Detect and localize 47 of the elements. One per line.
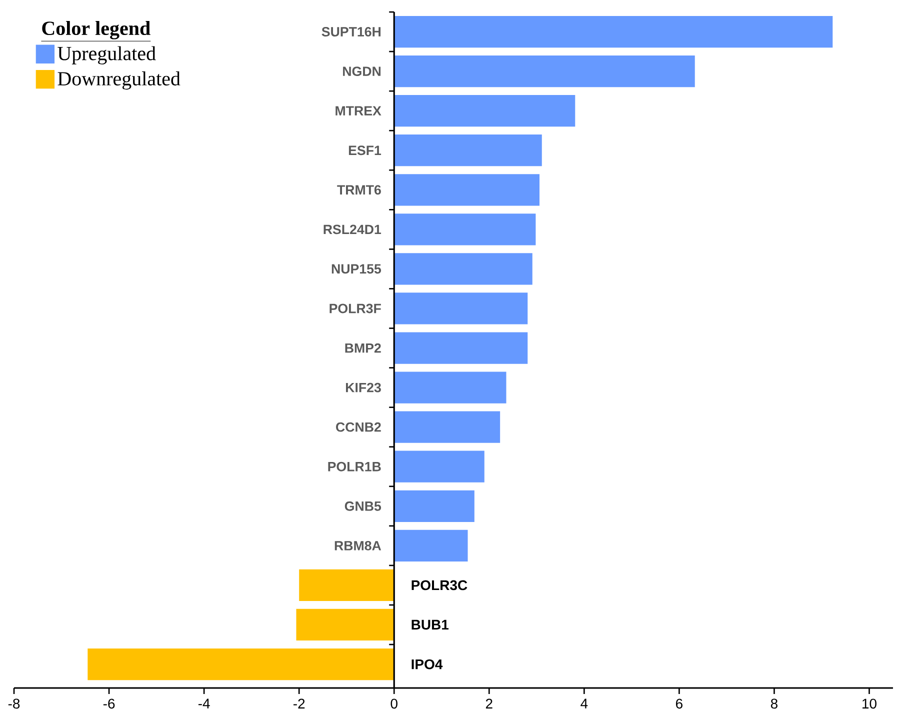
legend-label: Downregulated — [58, 71, 180, 90]
x-tick-label: 4 — [580, 698, 588, 708]
x-tick-label: 6 — [676, 698, 682, 709]
x-tick-label: 0 — [390, 698, 398, 709]
bar — [299, 569, 394, 602]
bar — [394, 411, 500, 443]
x-tick-label: -2 — [293, 698, 305, 708]
y-tick-label: BMP2 — [345, 343, 381, 353]
y-tick-label: NGDN — [343, 66, 381, 76]
y-tick-label: SUPT16H — [322, 27, 381, 36]
bar — [394, 450, 484, 482]
bar — [394, 253, 532, 285]
y-tick-label: IPO4 — [412, 659, 443, 670]
bar — [394, 372, 506, 404]
bar — [296, 608, 394, 641]
y-tick-label: NUP155 — [332, 264, 382, 274]
y-tick-label: RSL24D1 — [324, 224, 382, 234]
y-tick-label: ESF1 — [348, 146, 382, 156]
x-tick-label: -6 — [103, 698, 115, 709]
y-tick-label: POLR3C — [412, 580, 468, 590]
bar — [394, 332, 528, 364]
x-tick-label: -8 — [8, 698, 20, 709]
legend-label: Upregulated — [58, 46, 156, 64]
bar — [394, 174, 540, 206]
bar — [394, 292, 528, 324]
x-tick-label: 8 — [770, 698, 778, 709]
bar — [394, 214, 536, 246]
bar — [394, 530, 468, 562]
y-tick-label: TRMT6 — [337, 185, 381, 195]
y-tick-label: BUB1 — [412, 620, 449, 630]
bar — [394, 134, 542, 166]
y-tick-label: POLR3F — [330, 304, 381, 314]
y-tick-label: GNB5 — [344, 501, 382, 511]
legend-title: Color legend — [42, 21, 150, 40]
y-tick-label: CCNB2 — [336, 422, 381, 432]
bar — [394, 95, 576, 127]
bar — [88, 648, 394, 680]
x-tick-label: 2 — [486, 698, 492, 708]
y-tick-label: POLR1B — [328, 462, 381, 472]
bar — [394, 55, 695, 88]
y-tick-label: KIF23 — [346, 382, 381, 392]
x-tick-label: 10 — [862, 698, 876, 709]
bar — [394, 490, 474, 522]
x-tick-label: -4 — [198, 698, 210, 708]
bar — [394, 16, 833, 48]
y-tick-label: RBM8A — [334, 540, 382, 550]
y-tick-label: MTREX — [336, 106, 382, 116]
